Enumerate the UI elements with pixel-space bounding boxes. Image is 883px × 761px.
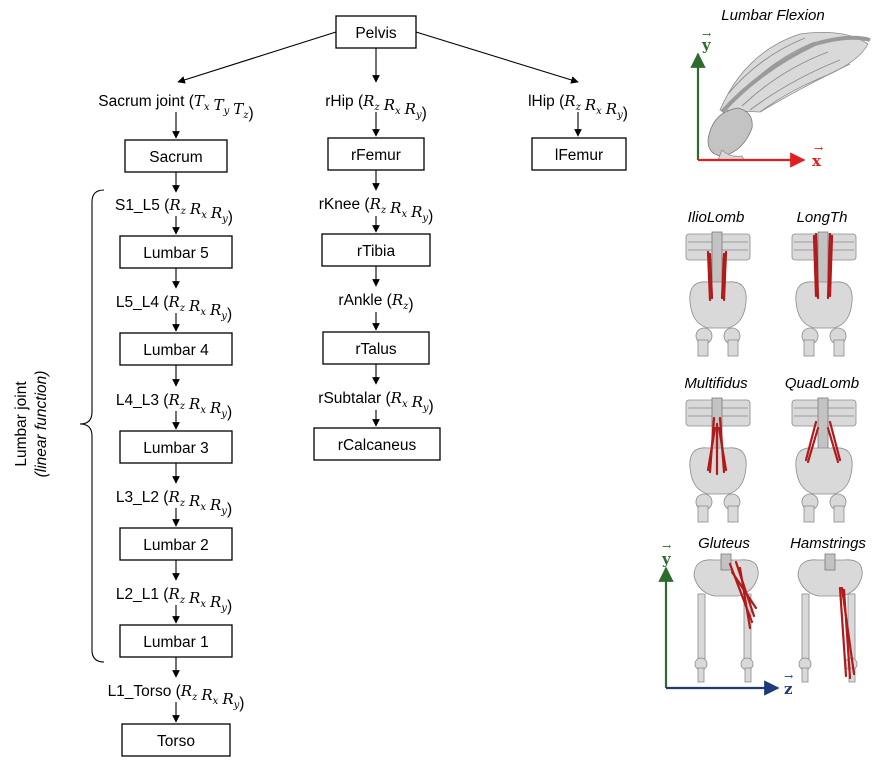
- brace-shape: [79, 189, 105, 663]
- lumbar-joint-brace: Lumbar joint (linear function): [13, 189, 105, 663]
- node-rtalus: rTalus: [322, 331, 430, 365]
- muscle-title-hamstrings: Hamstrings: [790, 535, 866, 552]
- joint-l1-torso: L1_Torso (Rz Rx Ry): [108, 682, 245, 712]
- node-lumbar2: Lumbar 2: [119, 527, 233, 561]
- node-torso: Torso: [121, 723, 231, 757]
- node-lumbar5-label: Lumbar 5: [143, 245, 208, 262]
- joint-rankle: rAnkle (Rz): [338, 291, 413, 313]
- muscle-panels: IlioLomb LongTh Multifidus: [658, 209, 866, 698]
- node-lumbar2-label: Lumbar 2: [143, 537, 208, 554]
- lumbar-flexion-title: Lumbar Flexion: [721, 7, 824, 24]
- joint-s1-l5: S1_L5 (Rz Rx Ry): [115, 196, 233, 226]
- node-rfemur-label: rFemur: [351, 147, 401, 164]
- joint-l4-l3: L4_L3 (Rz Rx Ry): [116, 391, 232, 421]
- joint-l3-l2: L3_L2 (Rz Rx Ry): [116, 488, 232, 518]
- muscle-title-multifidus: Multifidus: [684, 375, 748, 392]
- spine-side-illustration: [707, 32, 871, 161]
- node-sacrum-label: Sacrum: [149, 149, 202, 166]
- muscle-panel-iliolomb: IlioLomb: [685, 209, 751, 357]
- node-lumbar3: Lumbar 3: [119, 430, 233, 464]
- node-lfemur: lFemur: [531, 137, 627, 171]
- node-torso-label: Torso: [157, 733, 195, 750]
- muscle-panel-quadlomb: QuadLomb: [785, 375, 859, 523]
- muscle-title-gluteus: Gluteus: [698, 535, 750, 552]
- muscle-title-quadlomb: QuadLomb: [785, 375, 859, 392]
- node-lumbar3-label: Lumbar 3: [143, 440, 208, 457]
- tree-nodes: Pelvis Sacrum Lumbar 5 Lumbar 4 Lumbar 3…: [119, 15, 627, 757]
- joint-rknee: rKnee (Rz Rx Ry): [319, 195, 433, 225]
- muscle-title-longth: LongTh: [797, 209, 848, 226]
- lumbar-flexion-panel: Lumbar Flexion y → x →: [690, 7, 871, 170]
- node-lumbar1-label: Lumbar 1: [143, 634, 208, 651]
- muscle-panel-hamstrings: Hamstrings: [790, 535, 866, 683]
- legs-z-axis-arrow-mark: →: [784, 670, 793, 683]
- joint-rhip: rHip (Rz Rx Ry): [325, 92, 427, 122]
- node-pelvis: Pelvis: [335, 15, 417, 49]
- joint-lhip: lHip (Rz Rx Ry): [528, 92, 628, 122]
- muscle-panel-gluteus: Gluteus: [693, 535, 759, 683]
- node-rcalcaneus: rCalcaneus: [313, 427, 441, 461]
- flexion-x-axis-arrow-mark: →: [814, 142, 823, 155]
- node-lumbar4-label: Lumbar 4: [143, 342, 209, 359]
- node-rtibia: rTibia: [321, 233, 431, 267]
- muscle-title-iliolomb: IlioLomb: [688, 209, 745, 226]
- node-lfemur-label: lFemur: [555, 147, 603, 164]
- flexion-x-axis-label: x: [812, 152, 822, 170]
- edge-pelvis-lhip: [415, 31, 579, 84]
- muscle-panel-multifidus: Multifidus: [684, 375, 751, 523]
- legs-z-axis-label: z: [784, 680, 793, 698]
- tree-edges: [172, 31, 582, 723]
- brace-label-line2: (linear function): [33, 371, 50, 478]
- joint-rsubtalar: rSubtalar (Rx Ry): [318, 389, 433, 415]
- legs-y-axis-label: y: [661, 550, 672, 568]
- flexion-y-axis-label: y: [701, 36, 712, 54]
- node-lumbar4: Lumbar 4: [119, 332, 233, 366]
- tree-joints: Sacrum joint (Tx Ty Tz) rHip (Rz Rx Ry) lHip…: [98, 92, 628, 712]
- joint-l2-l1: L2_L1 (Rz Rx Ry): [116, 585, 232, 615]
- joint-l5-l4: L5_L4 (Rz Rx Ry): [116, 293, 232, 323]
- muscle-panel-longth: LongTh: [791, 209, 857, 357]
- joint-sacrum: Sacrum joint (Tx Ty Tz): [98, 92, 253, 122]
- node-rtibia-label: rTibia: [357, 243, 396, 260]
- node-lumbar1: Lumbar 1: [119, 624, 233, 658]
- brace-label-line1: Lumbar joint: [13, 381, 30, 467]
- node-rfemur: rFemur: [327, 137, 425, 171]
- legs-y-axis-arrow-mark: →: [662, 540, 671, 553]
- node-lumbar5: Lumbar 5: [119, 235, 233, 269]
- edge-pelvis-sacrumjoint: [177, 31, 337, 84]
- node-rcalcaneus-label: rCalcaneus: [338, 437, 417, 454]
- flexion-y-axis-arrow-mark: →: [702, 28, 711, 41]
- node-rtalus-label: rTalus: [355, 341, 397, 358]
- node-pelvis-label: Pelvis: [355, 25, 397, 42]
- node-sacrum: Sacrum: [124, 139, 228, 173]
